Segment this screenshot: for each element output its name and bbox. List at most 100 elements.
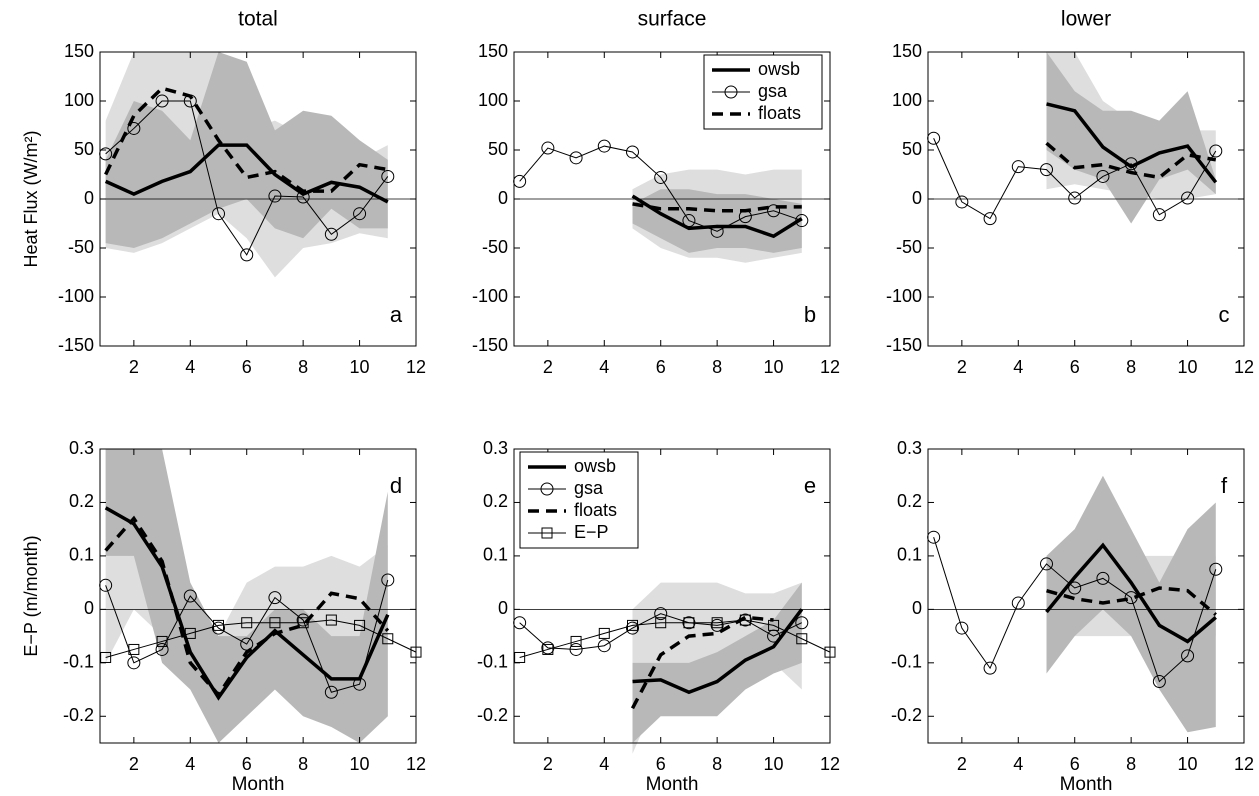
x-tick-label: 2	[129, 754, 139, 774]
point-marker	[155, 94, 169, 108]
series-line	[632, 202, 802, 213]
point-marker	[325, 614, 337, 626]
point-marker	[127, 121, 141, 135]
legend-label: floats	[758, 103, 801, 123]
y-tick-label: 150	[892, 41, 922, 61]
x-tick-label: 6	[242, 357, 252, 377]
series-line	[1045, 141, 1217, 180]
y-tick-label: 0.1	[897, 545, 922, 565]
x-tick-label: 2	[543, 754, 553, 774]
x-tick-label: 8	[712, 357, 722, 377]
point-marker	[269, 617, 281, 629]
panel-label: d	[390, 473, 402, 498]
point-marker	[212, 621, 225, 635]
panel-label: f	[1221, 473, 1228, 498]
point-marker	[1011, 596, 1025, 610]
point-marker	[1096, 169, 1110, 183]
point-marker	[627, 619, 638, 631]
panel-title: lower	[1061, 8, 1111, 31]
y-tick-label: 100	[892, 90, 922, 110]
y-tick-label: -100	[886, 286, 922, 306]
x-tick-label: 6	[1070, 754, 1080, 774]
y-tick-label: -50	[482, 237, 508, 257]
x-tick-label: 8	[298, 357, 308, 377]
panel-label: e	[804, 473, 816, 498]
point-marker	[570, 635, 582, 647]
y-tick-label: -0.2	[477, 705, 508, 725]
series-line	[632, 608, 804, 695]
x-tick-label: 4	[185, 754, 195, 774]
point-marker	[382, 633, 394, 645]
panel-label: c	[1219, 302, 1230, 327]
point-marker	[626, 145, 639, 159]
y-tick-label: -0.1	[477, 652, 508, 672]
series-line	[519, 145, 802, 232]
series-line	[104, 506, 390, 701]
plot-frame	[99, 448, 417, 744]
series-line	[631, 194, 803, 239]
series-line	[105, 579, 389, 693]
series-line	[104, 86, 389, 193]
point-marker	[156, 635, 168, 647]
panel-label: b	[804, 302, 816, 327]
series-line	[104, 515, 390, 698]
series-line	[105, 100, 389, 256]
x-tick-label: 10	[764, 357, 784, 377]
series-line	[933, 138, 1217, 220]
y-tick-label: 0.2	[69, 491, 94, 511]
y-tick-label: 0.3	[897, 438, 922, 458]
x-tick-label: 6	[656, 357, 666, 377]
panel-title: surface	[638, 8, 707, 31]
point-marker	[955, 621, 969, 635]
x-tick-label: 4	[1013, 357, 1023, 377]
y-tick-label: 0	[912, 188, 922, 208]
point-marker	[1124, 157, 1138, 171]
legend-label: E−P	[574, 522, 609, 542]
y-tick-label: 0	[498, 598, 508, 618]
y-tick-label: 50	[902, 139, 922, 159]
point-marker	[184, 627, 196, 639]
point-marker	[768, 619, 780, 631]
x-tick-label: 10	[1178, 754, 1198, 774]
legend-label: floats	[574, 500, 617, 520]
series-line	[1045, 542, 1217, 644]
x-tick-label: 10	[350, 754, 370, 774]
point-marker	[569, 151, 583, 165]
x-tick-label: 12	[406, 754, 426, 774]
x-tick-label: 10	[350, 357, 370, 377]
y-tick-label: -50	[896, 237, 922, 257]
y-tick-label: 0	[912, 598, 922, 618]
y-tick-label: -0.2	[891, 705, 922, 725]
plot-frame	[513, 448, 831, 744]
point-marker	[155, 642, 169, 656]
point-marker	[354, 619, 366, 631]
y-tick-label: 0.1	[69, 545, 94, 565]
point-marker	[1152, 675, 1166, 689]
x-tick-label: 8	[1126, 754, 1136, 774]
point-marker	[297, 617, 309, 629]
point-marker	[183, 589, 197, 603]
legend-label: owsb	[758, 59, 800, 79]
legend-marker	[541, 527, 553, 539]
x-tick-label: 4	[599, 357, 609, 377]
x-tick-label: 4	[1013, 754, 1023, 774]
point-marker	[1068, 581, 1082, 595]
y-axis-label: Heat Flux (W/m²)	[21, 131, 41, 268]
panel-title: total	[238, 8, 278, 31]
point-marker	[955, 195, 969, 209]
x-tick-label: 12	[1234, 357, 1254, 377]
series-line	[104, 143, 389, 204]
point-marker	[268, 189, 282, 203]
point-marker	[1181, 649, 1195, 663]
y-tick-label: 0	[84, 598, 94, 618]
series-line	[630, 615, 774, 710]
x-tick-label: 10	[1178, 357, 1198, 377]
point-marker	[739, 614, 751, 626]
y-tick-label: 0.1	[483, 545, 508, 565]
point-marker	[212, 207, 225, 221]
point-marker	[983, 661, 997, 675]
spread-band	[1046, 52, 1216, 224]
point-marker	[127, 656, 141, 670]
x-axis-label: Month	[232, 774, 285, 795]
